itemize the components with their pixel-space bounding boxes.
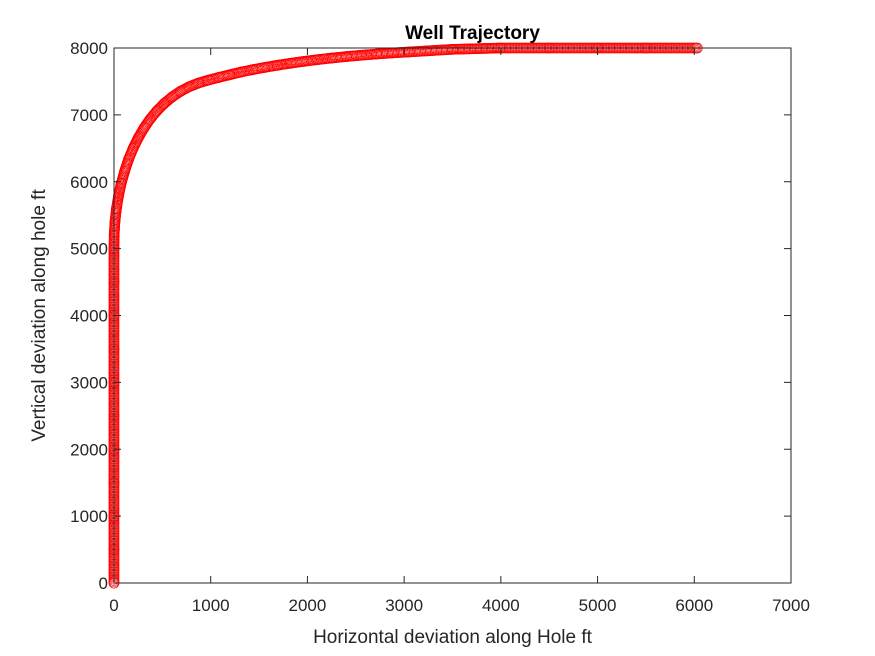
y-tick-label: 6000 [70,173,108,192]
y-tick-label: 8000 [70,39,108,58]
y-tick-label: 3000 [70,373,108,392]
trajectory-marker [167,91,179,102]
data-layer [108,42,703,589]
y-tick-label: 0 [99,574,108,593]
y-tick-label: 5000 [70,240,108,259]
x-tick-label: 4000 [482,596,520,615]
x-tick-label: 3000 [385,596,423,615]
x-tick-label: 7000 [772,596,810,615]
x-tick-label: 6000 [675,596,713,615]
y-axis-label: Vertical deviation along hole ft [29,189,50,442]
trajectory-marker [165,92,177,104]
x-axis-label: Horizontal deviation along Hole ft [313,627,593,648]
trajectory-marker [155,101,166,113]
axes-box [113,47,792,584]
trajectory-marker [168,90,180,101]
ticks-layer: 0 1000 2000 3000 4000 5000 6000 7000 0 1000 2000 30… [70,39,810,615]
y-tick-label: 7000 [70,106,108,125]
x-tick-label: 2000 [289,596,327,615]
x-tick-label: 1000 [192,596,230,615]
data-point [166,91,178,103]
trajectory-marker [152,104,164,116]
y-tick-label: 1000 [70,507,108,526]
y-tick-label: 2000 [70,440,108,459]
x-tick-label: 5000 [579,596,617,615]
x-tick-label: 0 [109,596,118,615]
chart-title: Well Trajectory [405,23,540,44]
trajectory-marker [153,103,164,115]
y-tick-label: 4000 [70,307,108,326]
data-point [151,105,163,117]
